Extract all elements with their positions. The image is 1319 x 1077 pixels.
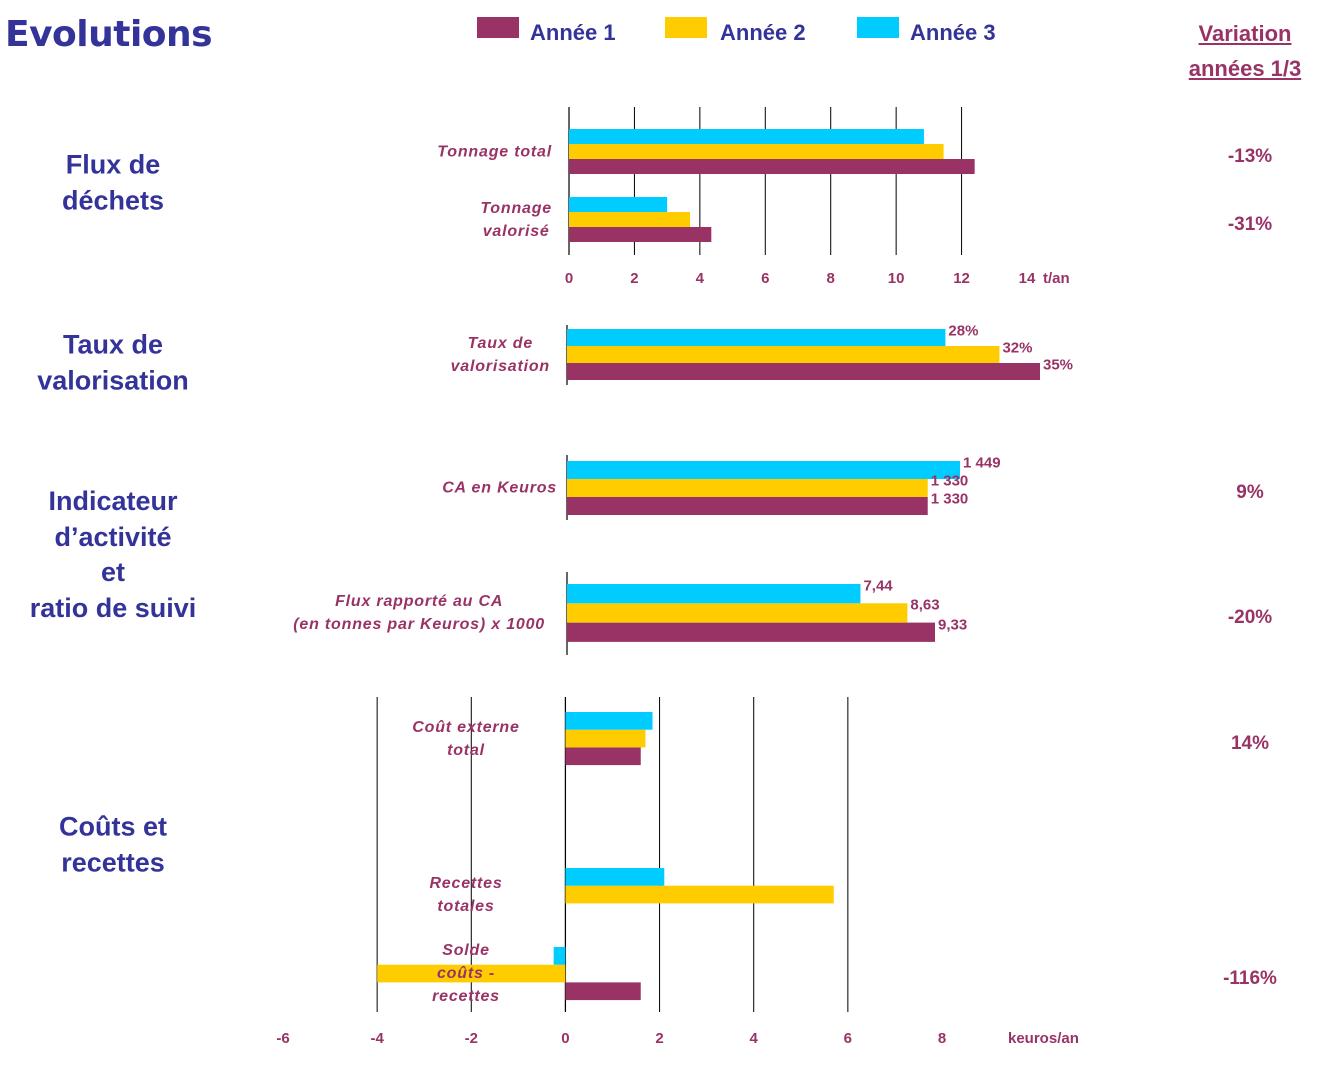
bar [565,868,665,886]
x-tick-label: 4 [749,1030,758,1047]
value-label: 28% [948,322,979,340]
category-label: Coût externe total [412,718,520,759]
bar [565,982,641,1001]
value-label: 35% [1043,356,1074,374]
bar [569,129,924,144]
x-tick-label: 14 [1018,270,1036,287]
bar [565,747,641,766]
bar [567,497,928,515]
variation-value: 9% [1236,482,1264,504]
section-label: Indicateur d’activité et ratio de suivi [29,485,197,623]
bar [569,227,712,242]
category-label: Tonnage valorisé [480,199,552,240]
bar [567,584,861,604]
legend-label: Année 2 [720,20,806,45]
category-label: Tonnage total [437,142,552,160]
x-tick-label: 4 [695,270,705,287]
bar [567,461,960,479]
bar [567,363,1040,380]
category-label: Recettes totales [429,874,503,915]
variation-value: -116% [1223,967,1277,989]
category-label: Taux de valorisation [450,334,550,375]
variation-header: Variation années 1/3 [1188,21,1302,82]
x-tick-label: 0 [561,1030,570,1047]
value-label: 1 330 [930,472,969,490]
value-label: 9,33 [938,616,968,634]
x-tick-label: 0 [564,270,574,287]
legend-swatch [477,17,519,38]
category-label: CA en Keuros [442,479,557,497]
value-label: 7,44 [863,577,893,595]
x-tick-label: 12 [953,270,970,287]
x-tick-label: 6 [843,1030,853,1047]
x-tick-label: 2 [655,1030,664,1047]
bar [569,144,944,159]
section-label: Flux de déchets [61,149,165,215]
x-tick-label: -6 [276,1030,290,1047]
variation-value: -13% [1227,145,1273,167]
page-title: Evolutions [5,14,213,55]
bar [569,159,975,174]
bar [565,729,646,748]
category-label: Solde coûts - recettes [432,941,500,1006]
variation-value: -20% [1227,607,1273,629]
value-label: 1 449 [963,454,1001,472]
bar [565,712,653,730]
value-label: 1 330 [930,490,969,508]
bar [565,885,834,904]
x-tick-label: -4 [370,1030,384,1047]
value-label: 32% [1002,339,1033,357]
bar [567,603,908,623]
section-label: Coûts et recettes [59,811,167,877]
x-tick-label: 8 [937,1030,947,1047]
x-tick-label: 8 [826,270,835,287]
x-tick-label: 2 [630,270,639,287]
bar [567,622,935,642]
bar [567,479,928,497]
x-axis-unit: t/an [1043,270,1070,287]
variation-value: 14% [1230,732,1270,754]
bar [567,329,946,346]
x-axis-unit: keuros/an [1008,1030,1079,1047]
bar [377,964,566,983]
category-label: Flux rapporté au CA (en tonnes par Keuro… [293,592,545,633]
bar [553,947,566,965]
legend-swatch [665,17,707,38]
bar [569,197,668,212]
legend-label: Année 1 [530,20,616,45]
x-tick-label: 6 [761,270,770,287]
value-label: 8,63 [910,596,940,614]
variation-value: -31% [1227,213,1273,235]
legend-label: Année 3 [910,20,996,45]
bar [569,212,691,227]
bar [567,346,1000,363]
section-label: Taux de valorisation [37,329,189,395]
legend-swatch [857,17,899,38]
x-tick-label: 10 [887,270,905,287]
x-tick-label: -2 [464,1030,478,1047]
